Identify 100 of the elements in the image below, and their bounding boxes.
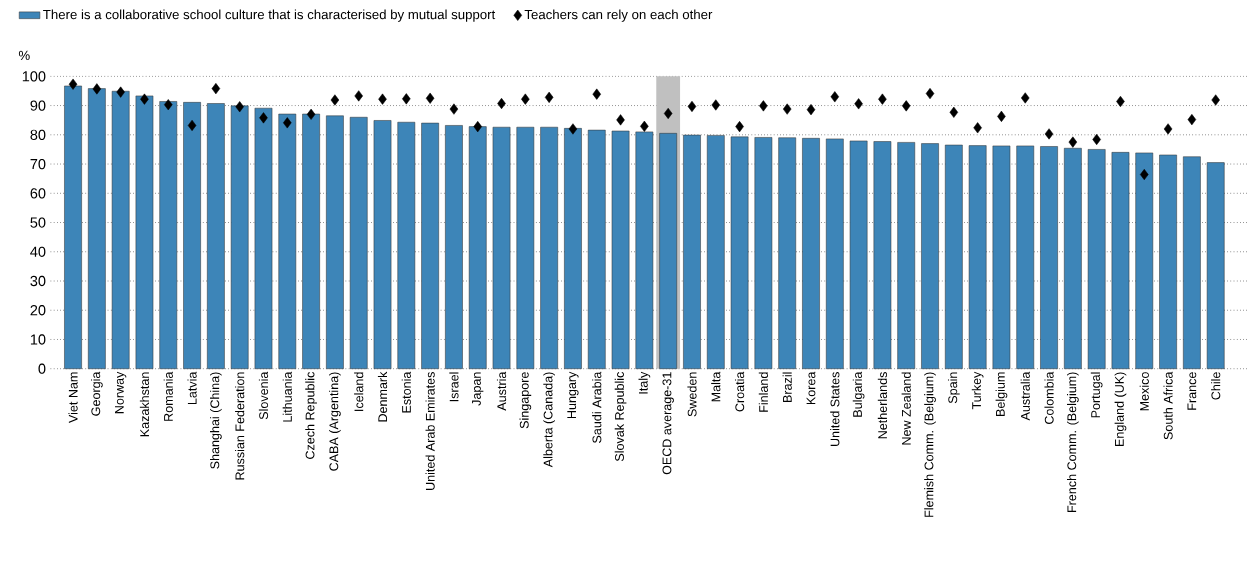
y-tick-label: 50	[30, 217, 46, 228]
bar	[968, 145, 987, 370]
point	[259, 112, 268, 124]
point	[211, 83, 221, 95]
y-tick-label: 10	[30, 334, 46, 345]
x-tick-label: Iceland	[354, 372, 364, 411]
bar	[159, 101, 178, 370]
bar	[778, 137, 797, 370]
point	[568, 123, 578, 135]
bar	[873, 141, 892, 370]
point	[473, 121, 482, 133]
point	[949, 106, 959, 118]
x-tick-label: United Arab Emirates	[425, 372, 435, 490]
point	[306, 108, 316, 120]
bar	[1111, 152, 1130, 370]
x-tick-label: Portugal	[1090, 372, 1103, 418]
x-tick-label: Georgia	[91, 371, 103, 416]
bar	[849, 140, 868, 370]
bar	[64, 85, 82, 370]
bar	[1087, 149, 1106, 370]
x-tick-label: New Zealand	[901, 372, 911, 445]
point	[1021, 92, 1030, 104]
x-tick-label: Brazil	[782, 372, 792, 402]
x-tick-label: Hungary	[567, 371, 579, 419]
bar	[111, 90, 130, 370]
x-tick-label: Croatia	[734, 371, 745, 412]
point	[901, 100, 911, 112]
bar	[326, 115, 344, 370]
x-tick-label: Japan	[472, 372, 484, 406]
x-tick-label: Austria	[496, 371, 507, 411]
x-tick-label: France	[1187, 372, 1197, 410]
point	[782, 103, 792, 115]
point	[735, 121, 744, 133]
bar	[611, 130, 630, 370]
bar	[397, 121, 416, 370]
y-axis-title: %	[18, 50, 30, 60]
point	[854, 98, 863, 110]
bar	[468, 126, 487, 370]
bar	[897, 142, 916, 370]
x-tick-label: Russian Federation	[235, 372, 245, 480]
x-tick-label: Slovenia	[258, 371, 269, 420]
x-tick-label: Czech Republic	[305, 372, 317, 459]
point	[687, 100, 697, 113]
y-tick-label: 40	[30, 246, 46, 257]
point	[521, 93, 530, 105]
bar	[944, 144, 963, 370]
bar	[564, 128, 582, 370]
bar	[207, 103, 225, 370]
point	[711, 99, 721, 111]
x-tick-label: Malta	[711, 371, 721, 402]
x-tick-label: Lithuania	[282, 371, 292, 422]
bar	[730, 136, 749, 370]
bar	[88, 88, 106, 370]
legend-label: There is a collaborative school culture that is characterised by mutual support	[43, 9, 496, 22]
bar	[445, 125, 463, 370]
y-tick-label: 0	[38, 363, 46, 374]
point	[449, 103, 459, 115]
bar	[1064, 148, 1082, 370]
point	[640, 120, 649, 132]
point	[187, 119, 197, 132]
bar	[1040, 146, 1058, 370]
y-tick-label: 20	[30, 305, 46, 316]
x-tick-label: Flemish Comm. (Belgium)	[924, 372, 936, 517]
point	[997, 110, 1006, 122]
legend-label: Teachers can rely on each other	[524, 9, 713, 22]
x-tick-label: CABA (Argentina)	[329, 372, 341, 471]
point	[92, 83, 102, 95]
x-tick-label: Turkey	[971, 371, 984, 410]
y-tick-label: 30	[30, 275, 46, 287]
x-tick-label: Colombia	[1044, 371, 1054, 425]
bar	[802, 138, 820, 370]
point	[140, 93, 149, 105]
x-tick-label: Alberta (Canada)	[543, 372, 555, 468]
bar	[421, 122, 439, 370]
bar	[183, 102, 201, 370]
bar	[1016, 145, 1035, 370]
bar	[825, 138, 844, 370]
x-tick-label: Slovak Republic	[614, 372, 627, 462]
x-tick-label: United States	[830, 372, 840, 447]
bar	[302, 113, 320, 370]
bar	[587, 129, 606, 370]
point	[1187, 114, 1197, 126]
y-tick-label: 70	[30, 158, 46, 170]
x-tick-label: South Africa	[1163, 371, 1173, 440]
x-tick-label: Finland	[758, 372, 768, 412]
point	[1068, 136, 1078, 148]
x-tick-label: French Comm. (Belgium)	[1067, 372, 1079, 512]
point	[592, 88, 601, 100]
point	[235, 101, 244, 113]
point	[1044, 128, 1054, 140]
point	[402, 93, 411, 105]
x-tick-label: Netherlands	[877, 372, 888, 439]
bar	[230, 105, 249, 370]
point	[663, 107, 673, 120]
point	[806, 104, 816, 116]
bar	[135, 95, 154, 370]
point	[283, 117, 292, 129]
bar	[540, 126, 558, 370]
x-tick-label: Kazakhstan	[139, 372, 150, 437]
bar	[992, 145, 1011, 370]
